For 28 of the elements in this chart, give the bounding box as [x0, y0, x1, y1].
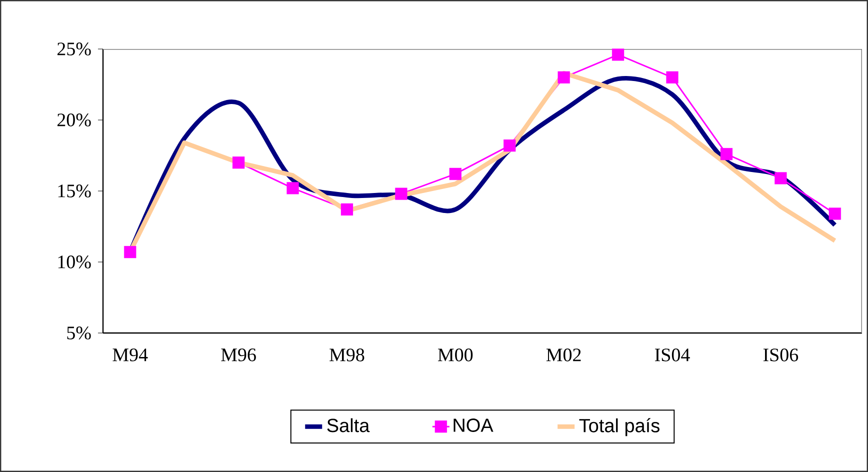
- x-tick-label: IS06: [763, 348, 798, 362]
- y-tick-label: 20%: [57, 114, 91, 126]
- point: [286, 182, 299, 194]
- legend-label: NOA: [454, 418, 494, 432]
- x-tick-label: M94: [112, 348, 148, 362]
- point: [449, 168, 462, 180]
- y-tick-label: 10%: [58, 256, 91, 268]
- point: [558, 71, 570, 84]
- y-tick-label: 15%: [58, 184, 91, 198]
- point: [720, 148, 733, 160]
- y-tick-label: 25%: [57, 42, 91, 56]
- point: [232, 156, 245, 169]
- x-tick-label: M96: [221, 348, 256, 362]
- point: [340, 203, 354, 216]
- point: [666, 71, 678, 84]
- point: [395, 188, 408, 200]
- point: [124, 246, 136, 258]
- x-tick-label: M98: [330, 348, 364, 362]
- x-tick-label: M02: [546, 348, 581, 362]
- point: [774, 172, 787, 184]
- x-tick-label: IS04: [655, 348, 690, 362]
- point: [504, 139, 516, 152]
- legend-label: Total país: [579, 418, 660, 436]
- legend-label: Salta: [327, 418, 370, 432]
- y-tick-label: 5%: [67, 326, 91, 340]
- x-tick-label: M00: [438, 348, 473, 362]
- point: [828, 208, 841, 220]
- point: [612, 48, 624, 61]
